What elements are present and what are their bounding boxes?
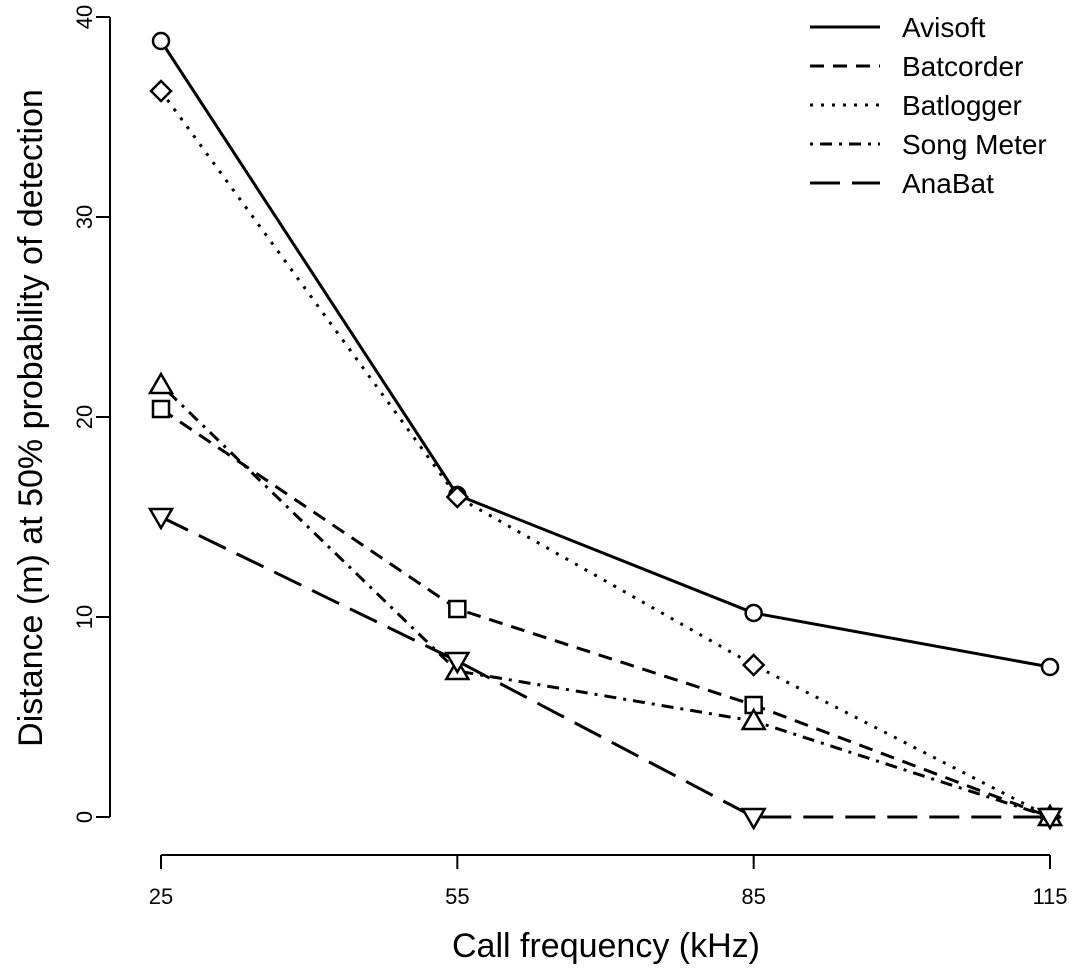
x-tick-label: 25 [149,884,173,909]
x-tick-label: 55 [445,884,469,909]
data-point-triangle-up [740,707,767,731]
series-anabat [147,507,1064,831]
legend-label: Avisoft [902,12,986,43]
data-point-diamond [445,485,470,509]
x-tick-label: 85 [741,884,765,909]
legend-label: Batcorder [902,51,1023,82]
series-song-meter [147,371,1064,827]
data-point-triangle-up [147,371,175,395]
y-axis-title: Distance (m) at 50% probability of detec… [12,89,50,747]
legend-label: Batlogger [902,90,1022,121]
series-batcorder [151,399,1060,827]
data-point-square [448,599,467,619]
data-point-triangle-down [1036,807,1064,831]
x-axis-title: Call frequency (kHz) [452,927,760,965]
series-line [159,90,1051,819]
legend-label: AnaBat [902,168,994,199]
data-point-diamond [149,79,173,103]
data-point-triangle-down [740,807,767,831]
data-point-triangle-down [444,651,471,675]
data-point-circle [1040,657,1060,677]
series-layer [147,31,1064,831]
y-tick-label: 40 [72,5,97,29]
legend: Avisoft Batcorder Batlogger Song Meter AnaBa… [810,12,1047,199]
series-line [160,407,1051,819]
series-line [160,515,1050,819]
y-tick-label: 0 [72,811,97,823]
data-point-circle [151,31,171,51]
data-point-diamond [741,653,766,677]
y-tick-label: 10 [72,605,97,629]
legend-label: Song Meter [902,129,1047,160]
y-tick-label: 20 [72,405,97,429]
y-tick-label: 30 [72,205,97,229]
series-line [159,383,1051,819]
data-point-triangle-down [147,507,175,531]
x-tick-label: 115 [1032,884,1067,909]
data-point-square [151,399,171,419]
axes: 0 10 20 30 40 25 55 85 115 [72,5,1068,909]
series-line [159,40,1051,669]
data-point-circle [744,603,763,623]
